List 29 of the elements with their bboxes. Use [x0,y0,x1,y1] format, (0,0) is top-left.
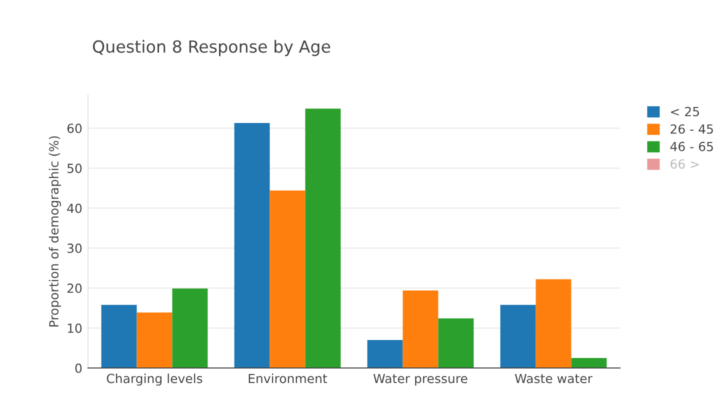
bar [402,290,438,368]
bar [367,340,403,368]
bar [101,304,137,368]
y-tick-label: 30 [67,244,82,254]
x-tick-label: Charging levels [106,374,202,386]
bar [571,358,607,368]
chart-title: Question 8 Response by Age [92,40,330,56]
legend-label: < 25 [671,106,699,116]
bar [536,279,572,368]
legend-label: 26 - 45 [670,124,713,134]
x-tick-label: Waste water [514,374,592,384]
legend-label: 66 > [670,159,699,169]
y-tick-label: 20 [67,284,82,293]
bar [500,304,536,368]
bar [305,108,341,368]
y-axis-title: Proportion of demographic (%) [48,136,61,327]
y-tick-label: 50 [68,164,82,174]
y-tick-label: 10 [68,324,82,333]
x-tick-label: Water pressure [373,374,468,386]
y-tick-label: 0 [75,363,82,373]
bar [438,318,474,368]
bar [172,288,208,368]
y-tick-label: 40 [67,204,82,214]
bar [234,122,270,368]
bar [270,190,306,368]
x-tick-label: Environment [248,374,328,384]
bar [136,312,172,368]
legend-label: 46 - 65 [670,142,713,152]
y-tick-label: 60 [67,124,82,134]
